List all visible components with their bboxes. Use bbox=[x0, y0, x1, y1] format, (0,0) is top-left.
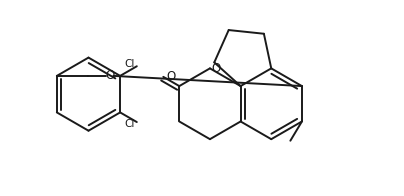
Text: O: O bbox=[105, 69, 114, 82]
Text: O: O bbox=[212, 62, 221, 75]
Text: O: O bbox=[166, 70, 176, 83]
Text: Cl: Cl bbox=[124, 119, 135, 129]
Text: Cl: Cl bbox=[124, 59, 135, 69]
